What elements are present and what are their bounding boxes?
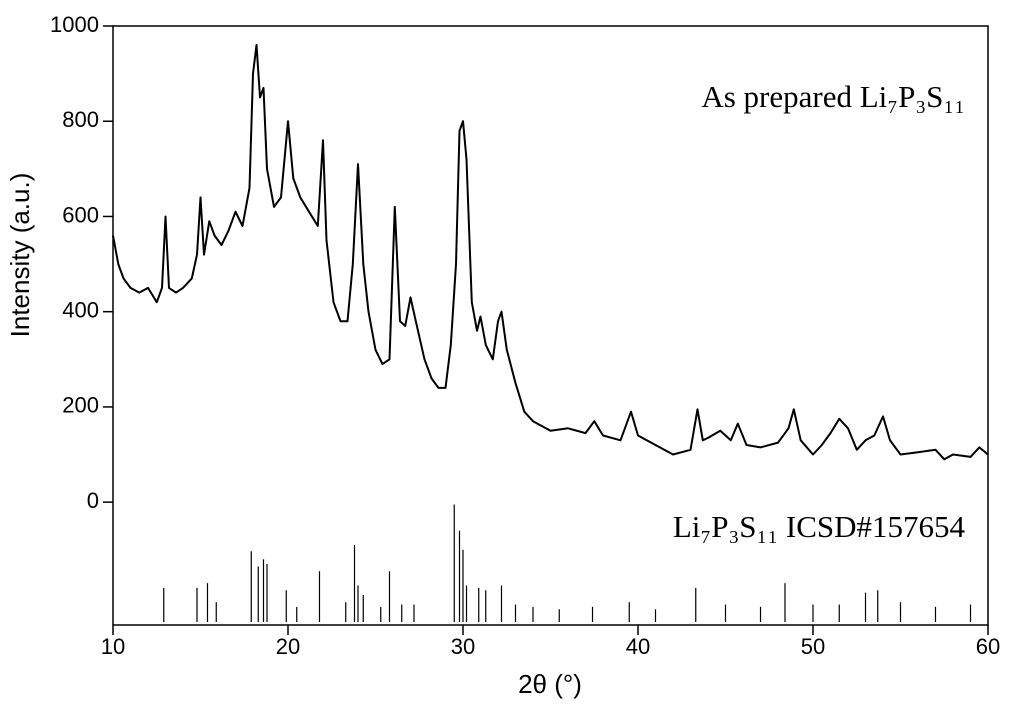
x-tick-label: 20	[276, 634, 300, 659]
y-tick-label: 800	[62, 107, 99, 132]
x-axis-label: 2θ (°)	[518, 669, 582, 699]
annotation: As prepared Li₇P₃S₁₁	[701, 79, 965, 114]
plot-frame	[112, 25, 989, 626]
y-tick-label: 400	[62, 298, 99, 323]
x-tick-label: 30	[451, 634, 475, 659]
x-tick-label: 60	[976, 634, 1000, 659]
x-tick-label: 50	[801, 634, 825, 659]
xrd-line	[112, 44, 989, 461]
y-tick-label: 600	[62, 202, 99, 227]
y-tick-label: 1000	[50, 12, 99, 37]
x-tick-label: 40	[626, 634, 650, 659]
x-tick-label: 10	[101, 634, 125, 659]
y-tick-label: 0	[87, 488, 99, 513]
y-axis-label: Intensity (a.u.)	[5, 173, 35, 338]
annotation: Li₇P₃S₁₁ ICSD#157654	[673, 509, 966, 544]
y-tick-label: 200	[62, 393, 99, 418]
